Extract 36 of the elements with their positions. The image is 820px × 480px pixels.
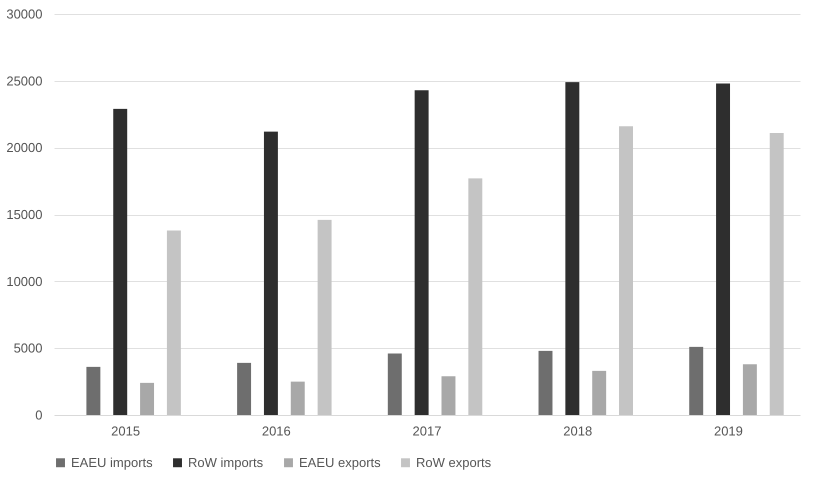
bar [414,90,429,415]
legend-label: EAEU imports [71,454,154,470]
bar [592,370,606,415]
bar [619,126,633,415]
legend-label: RoW imports [188,454,264,470]
bar [565,82,580,415]
bar [689,346,704,415]
bar [468,178,482,415]
legend-label: EAEU exports [299,454,382,470]
bar [742,364,757,415]
x-tick-label: 2019 [714,424,743,438]
bar [140,382,154,415]
x-tick-label: 2018 [563,424,592,438]
y-tick-label: 0 [35,408,42,422]
y-tick-label: 20000 [6,140,42,156]
bar [318,220,332,415]
bar [237,362,252,415]
y-tick-label: 5000 [14,340,42,356]
bar [538,350,552,415]
bar [388,354,402,415]
bar [113,108,128,415]
y-tick-label: 10000 [6,274,42,289]
bar [441,376,456,415]
y-tick-label: 25000 [6,73,42,88]
legend-label: RoW exports [416,454,492,470]
bar [166,230,181,415]
bar [290,382,305,415]
y-tick-label: 15000 [6,207,42,222]
bar [264,132,278,415]
x-tick-label: 2015 [111,424,140,438]
y-tick-label: 30000 [6,6,42,22]
x-tick-label: 2017 [412,424,442,438]
bar [86,366,100,415]
bar [716,84,730,415]
bar [770,132,784,415]
x-tick-label: 2016 [262,424,291,438]
